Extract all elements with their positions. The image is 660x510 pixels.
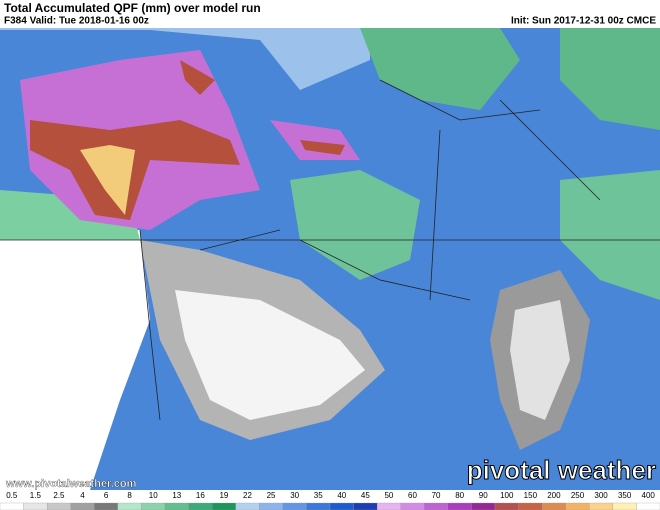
heavy-precip [80,145,135,215]
colorbar-label: 200 [547,491,561,500]
colorbar-label: 50 [384,491,393,500]
colorbar-label: 150 [524,491,538,500]
colorbar: 0.5 1.5 2.5 4 6 8 10 13 16 19 22 25 30 35 40 45 50 60 70 80… [0,491,660,510]
colorbar-swatch [471,502,496,510]
colorbar-label: 250 [571,491,585,500]
colorbar-label: 40 [337,491,346,500]
colorbar-swatch [565,502,590,510]
colorbar-label: 90 [479,491,488,500]
colorbar-label: 30 [290,491,299,500]
colorbar-label: 4 [80,491,85,500]
precip-area [560,170,660,300]
precip-area [0,28,370,90]
colorbar-swatch [589,502,614,510]
colorbar-swatch [612,502,637,510]
colorbar-swatch [282,502,307,510]
url: www.pivotalweather.com [5,478,137,490]
borders [0,79,660,421]
colorbar-swatch [306,502,331,510]
init-time: Init: Sun 2017-12-31 00z CMCE [511,16,656,27]
colorbar-swatch [188,502,213,510]
colorbar-swatch [636,502,660,510]
colorbar-label: 300 [594,491,608,500]
precip-area [560,28,660,130]
colorbar-label: 400 [642,491,656,500]
colorbar-label: 350 [618,491,632,500]
colorbar-label: 35 [314,491,323,500]
colorbar-swatch [518,502,543,510]
colorbar-swatch [353,502,378,510]
colorbar-swatch [259,502,284,510]
dry-area [510,300,570,420]
colorbar-swatch [23,502,48,510]
colorbar-label: 16 [196,491,205,500]
header-bg [0,0,660,28]
colorbar-swatch [376,502,401,510]
heavy-precip [30,120,240,220]
colorbar-label: 25 [267,491,276,500]
colorbar-swatch [329,502,354,510]
colorbar-swatch [164,502,189,510]
colorbar-label: 60 [408,491,417,500]
colorbar-label: 70 [432,491,441,500]
precip-area [360,28,520,110]
colorbar-swatch [400,502,425,510]
colorbar-swatch [235,502,260,510]
colorbar-swatch [424,502,449,510]
colorbar-swatch [141,502,166,510]
colorbar-label: 100 [500,491,514,500]
colorbar-label: 19 [219,491,228,500]
dry-area [0,230,150,490]
colorbar-label: 6 [104,491,109,500]
colorbar-label: 22 [243,491,252,500]
colorbar-swatch [46,502,71,510]
colorbar-label: 10 [149,491,158,500]
heavy-precip [300,140,345,155]
colorbar-swatch [0,502,24,510]
heavy-precip [180,60,215,95]
dry-area [175,290,365,420]
valid-time: F384 Valid: Tue 2018-01-16 00z [4,16,149,27]
colorbar-swatch [447,502,472,510]
colorbar-label: 1.5 [30,491,42,500]
colorbar-swatch [541,502,566,510]
colorbar-swatch [117,502,142,510]
map [0,28,660,490]
colorbar-label: 45 [361,491,370,500]
colorbar-label: 8 [127,491,132,500]
colorbar-label: 80 [455,491,464,500]
title: Total Accumulated QPF (mm) over model ru… [4,1,261,15]
colorbar-label: 0.5 [6,491,18,500]
colorbar-swatch [494,502,519,510]
colorbar-label: 2.5 [53,491,65,500]
colorbar-swatch [211,502,236,510]
precip-area [290,170,420,280]
logo: pivotal weather [467,455,656,485]
colorbar-label: 13 [172,491,181,500]
colorbar-swatch [94,502,119,510]
colorbar-swatch [70,502,95,510]
